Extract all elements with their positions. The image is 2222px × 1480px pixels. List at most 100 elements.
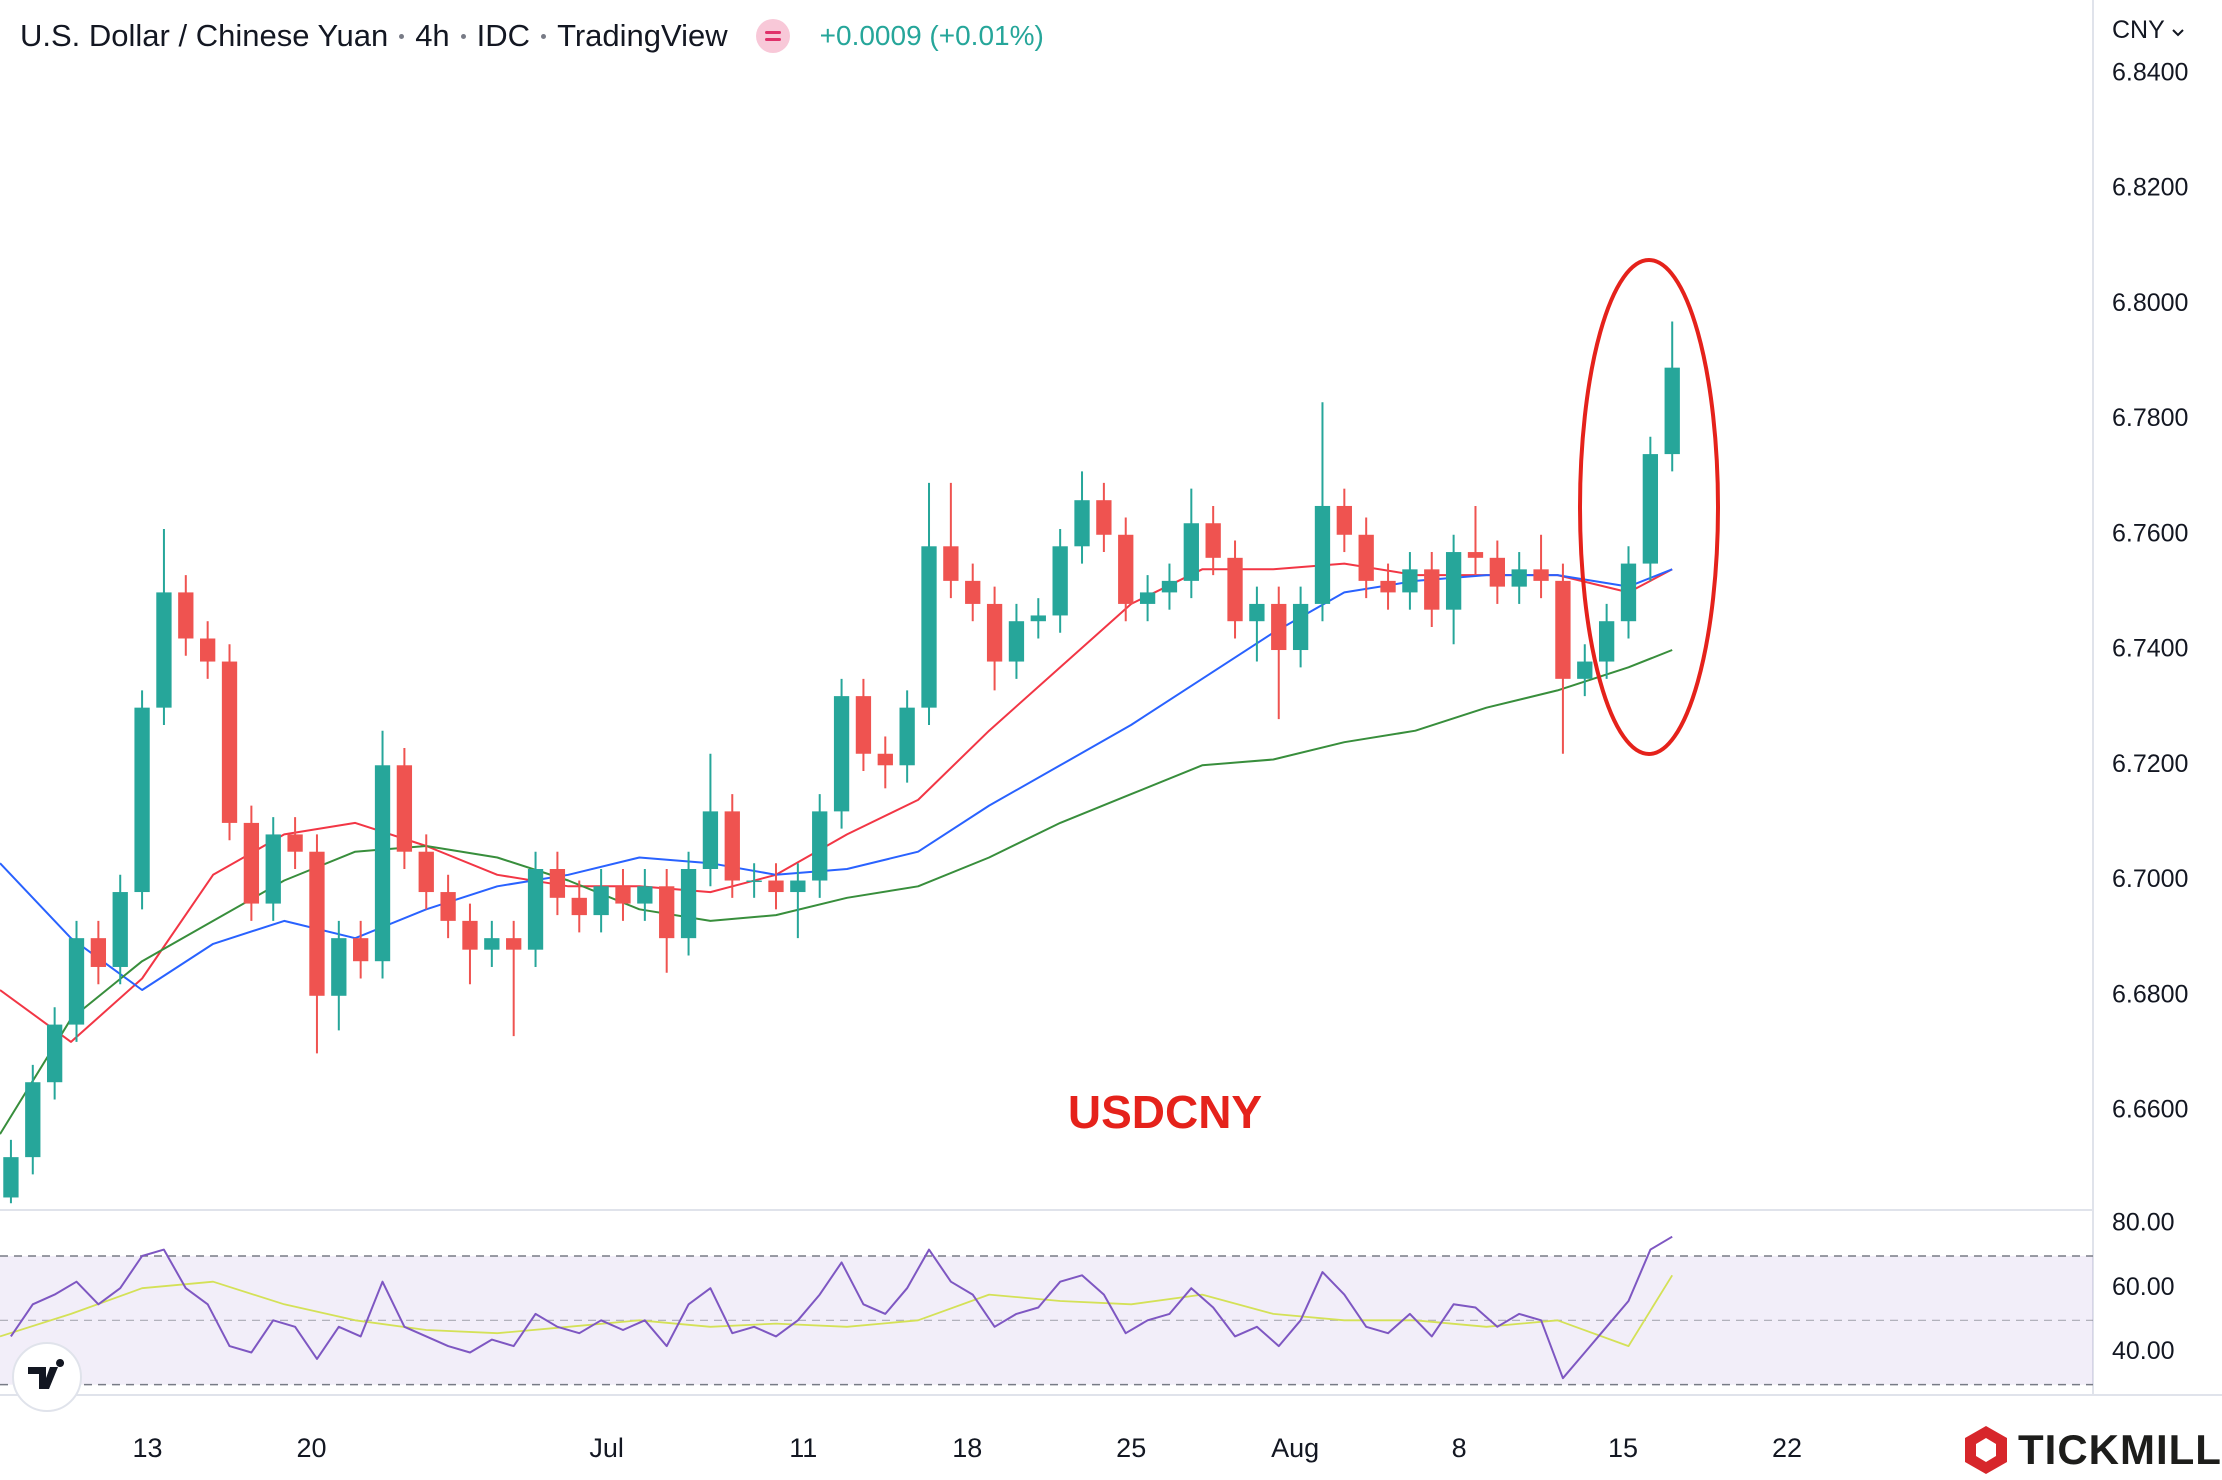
candle-body xyxy=(833,696,850,812)
candle-body xyxy=(746,880,762,883)
y-tick-label: 6.6600 xyxy=(2112,1096,2188,1124)
x-tick-label: 22 xyxy=(1772,1433,1802,1463)
candle-body xyxy=(1227,557,1243,622)
candle-body xyxy=(221,661,238,823)
candle-body xyxy=(68,938,85,1025)
candle-body xyxy=(1642,454,1659,564)
candle-body xyxy=(790,880,806,893)
separator xyxy=(541,33,547,39)
candle-layer xyxy=(3,321,1680,1204)
x-tick-label: 8 xyxy=(1452,1433,1467,1463)
symbol-title[interactable]: U.S. Dollar / Chinese Yuan xyxy=(20,18,389,53)
candle-body xyxy=(353,938,369,962)
currency-selector[interactable]: CNY xyxy=(2112,16,2185,45)
candle-body xyxy=(1271,603,1287,651)
x-tick-label: 11 xyxy=(789,1433,817,1463)
candle-body xyxy=(877,753,893,766)
candle-body xyxy=(1074,500,1090,547)
y-tick-label: 6.8200 xyxy=(2112,174,2188,202)
candle-body xyxy=(178,592,194,639)
candle-body xyxy=(899,707,915,766)
candle-body xyxy=(1358,534,1374,581)
y-tick-label: 40.00 xyxy=(2112,1337,2175,1365)
candle-body xyxy=(440,892,456,921)
candle-body xyxy=(571,897,587,916)
candle-body xyxy=(1533,569,1549,581)
candle-body xyxy=(309,851,325,996)
candle-body xyxy=(943,546,959,581)
separator xyxy=(399,33,405,39)
candle-body xyxy=(921,546,937,708)
candle-body xyxy=(331,938,347,996)
candle-body xyxy=(549,869,566,898)
x-tick-label: Aug xyxy=(1271,1433,1319,1463)
candle-body xyxy=(812,811,828,881)
candle-body xyxy=(986,603,1003,662)
series-line xyxy=(10,1235,1673,1380)
candle-body xyxy=(396,765,413,852)
candle-body xyxy=(1402,569,1418,593)
candle-body xyxy=(1577,661,1593,679)
y-tick-label: 6.6800 xyxy=(2112,980,2188,1008)
brand-logo: TICKMILL xyxy=(1962,1424,2222,1476)
exchange: IDC xyxy=(476,18,531,53)
candle-body xyxy=(46,1024,63,1083)
candle-body xyxy=(1314,505,1331,604)
candle-body xyxy=(1620,563,1637,622)
candle-body xyxy=(1467,552,1484,558)
candle-body xyxy=(156,592,172,708)
candle-body xyxy=(1096,500,1112,535)
candle-body xyxy=(724,811,740,881)
candle-body xyxy=(702,811,719,870)
candle-body xyxy=(112,892,128,967)
candle-body xyxy=(1249,603,1265,622)
candle-body xyxy=(637,886,653,904)
candle-body xyxy=(1030,615,1046,622)
chevron xyxy=(2172,29,2185,37)
y-tick-label: 6.7200 xyxy=(2112,750,2188,778)
y-tick-label: 6.8400 xyxy=(2112,58,2188,86)
candle-body xyxy=(243,822,260,904)
highlight-ellipse xyxy=(1578,258,1720,756)
y-tick-label: 6.8000 xyxy=(2112,289,2188,317)
candle-body xyxy=(965,580,981,604)
candle-body xyxy=(287,834,303,852)
badge-icon xyxy=(755,19,790,53)
y-tick-label: 6.7600 xyxy=(2112,519,2188,547)
y-tick-label: 60.00 xyxy=(2112,1273,2175,1301)
candle-body xyxy=(265,834,281,904)
candle-body xyxy=(1205,523,1221,558)
candle-body xyxy=(374,765,391,962)
candle-body xyxy=(1052,546,1068,616)
candle-body xyxy=(680,869,697,939)
candle-body xyxy=(1424,569,1440,610)
candle-body xyxy=(1555,580,1571,679)
x-tick-label: 18 xyxy=(952,1433,982,1463)
candle-body xyxy=(659,886,675,939)
candle-body xyxy=(418,851,434,893)
y-tick-label: 80.00 xyxy=(2112,1208,2175,1236)
interval[interactable]: 4h xyxy=(415,18,450,53)
tv-logo-glyph xyxy=(28,1359,65,1389)
currency[interactable]: CNY xyxy=(2112,16,2165,44)
candle-body xyxy=(1161,580,1178,593)
candle-body xyxy=(1664,367,1680,455)
candle-body xyxy=(200,638,216,662)
candle-body xyxy=(1598,621,1615,662)
brand-name: TICKMILL xyxy=(2018,1426,2222,1473)
candle-body xyxy=(90,938,107,967)
x-tick-label: Jul xyxy=(589,1433,624,1463)
rsi-layer xyxy=(0,1235,2093,1386)
candle-body xyxy=(1008,621,1025,662)
tv-logo[interactable] xyxy=(12,1342,82,1412)
x-tick-label: 13 xyxy=(133,1433,163,1463)
candle-body xyxy=(1445,552,1462,610)
candle-body xyxy=(462,920,478,950)
separator xyxy=(460,33,466,39)
x-tick-label: 15 xyxy=(1608,1433,1638,1463)
candle-body xyxy=(593,886,609,916)
candle-body xyxy=(506,938,522,950)
x-tick-label: 25 xyxy=(1116,1433,1146,1463)
